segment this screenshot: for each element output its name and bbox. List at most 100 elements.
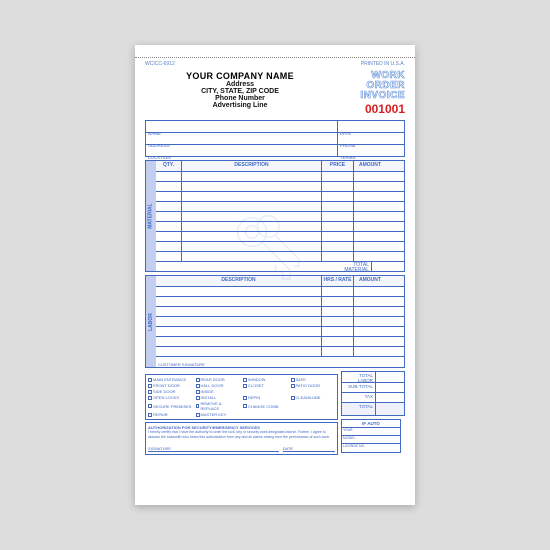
table-cell[interactable] bbox=[182, 232, 322, 241]
total-value[interactable] bbox=[376, 393, 404, 402]
table-cell[interactable] bbox=[354, 242, 386, 251]
material-rows: QTY.DESCRIPTIONPRICEAMOUNTTOTAL MATERIAL bbox=[156, 161, 404, 271]
checkbox[interactable] bbox=[196, 413, 200, 417]
checkbox[interactable] bbox=[243, 404, 247, 408]
table-cell[interactable] bbox=[156, 287, 322, 296]
table-cell[interactable] bbox=[156, 297, 322, 306]
table-cell[interactable] bbox=[182, 192, 322, 201]
table-cell[interactable] bbox=[322, 172, 354, 181]
table-cell[interactable] bbox=[354, 172, 386, 181]
checkbox[interactable] bbox=[148, 384, 152, 388]
table-cell[interactable] bbox=[156, 307, 322, 316]
checkbox[interactable] bbox=[148, 396, 152, 400]
checkbox[interactable] bbox=[291, 384, 295, 388]
table-cell[interactable] bbox=[322, 192, 354, 201]
table-cell[interactable] bbox=[156, 337, 322, 346]
table-cell[interactable] bbox=[322, 202, 354, 211]
table-cell[interactable] bbox=[322, 182, 354, 191]
checkbox[interactable] bbox=[148, 390, 152, 394]
table-cell[interactable] bbox=[354, 202, 386, 211]
checkbox[interactable] bbox=[196, 378, 200, 382]
table-cell[interactable] bbox=[322, 347, 354, 356]
checkbox[interactable] bbox=[148, 378, 152, 382]
table-cell[interactable] bbox=[182, 182, 322, 191]
table-cell[interactable] bbox=[156, 232, 182, 241]
checkbox[interactable] bbox=[243, 378, 247, 382]
checkbox[interactable] bbox=[196, 396, 200, 400]
table-cell[interactable] bbox=[354, 327, 386, 336]
checkbox[interactable] bbox=[196, 384, 200, 388]
if-auto-block: IF AUTO YEARMODELLICENSE NO. bbox=[341, 419, 401, 453]
field-location[interactable]: LOCATION bbox=[148, 155, 171, 160]
authorization-block: AUTHORIZATION FOR SECURITY/EMERGENCY SER… bbox=[145, 422, 338, 455]
table-cell[interactable] bbox=[354, 252, 386, 261]
table-cell[interactable] bbox=[156, 212, 182, 221]
table-cell[interactable] bbox=[156, 327, 322, 336]
table-cell[interactable] bbox=[156, 202, 182, 211]
table-cell[interactable] bbox=[322, 317, 354, 326]
table-cell[interactable] bbox=[322, 297, 354, 306]
total-value[interactable] bbox=[376, 383, 404, 392]
checkbox[interactable] bbox=[148, 413, 152, 417]
checkbox-label: REPIN bbox=[248, 395, 260, 400]
checkbox-label: REAR DOOR bbox=[201, 377, 225, 382]
table-cell[interactable] bbox=[354, 222, 386, 231]
table-cell[interactable] bbox=[182, 242, 322, 251]
table-cell[interactable] bbox=[182, 202, 322, 211]
table-cell[interactable] bbox=[156, 182, 182, 191]
table-cell[interactable] bbox=[354, 317, 386, 326]
table-cell[interactable] bbox=[156, 317, 322, 326]
checkbox-label: HALL DOOR bbox=[201, 383, 224, 388]
table-cell[interactable] bbox=[322, 287, 354, 296]
total-label: SUB-TOTAL bbox=[342, 383, 376, 392]
company-address: Address bbox=[145, 81, 335, 88]
table-cell[interactable] bbox=[354, 337, 386, 346]
checkbox[interactable] bbox=[243, 396, 247, 400]
checkbox[interactable] bbox=[291, 378, 295, 382]
table-cell[interactable] bbox=[156, 242, 182, 251]
table-cell[interactable] bbox=[354, 232, 386, 241]
checkbox[interactable] bbox=[148, 404, 152, 408]
table-cell[interactable] bbox=[322, 252, 354, 261]
table-cell[interactable] bbox=[156, 222, 182, 231]
invoice-form: WCICC-6912 PRINTED IN U.S.A. YOUR COMPAN… bbox=[135, 45, 415, 505]
table-cell[interactable] bbox=[182, 252, 322, 261]
ifauto-field[interactable]: LICENSE NO. bbox=[342, 444, 400, 452]
table-cell[interactable] bbox=[354, 347, 386, 356]
table-cell[interactable] bbox=[354, 192, 386, 201]
table-cell[interactable] bbox=[156, 172, 182, 181]
table-cell[interactable] bbox=[322, 307, 354, 316]
total-label: TOTAL bbox=[342, 403, 376, 415]
table-cell[interactable] bbox=[182, 172, 322, 181]
table-cell[interactable] bbox=[322, 337, 354, 346]
checkbox[interactable] bbox=[291, 396, 295, 400]
total-value[interactable] bbox=[376, 372, 404, 382]
table-cell[interactable] bbox=[354, 182, 386, 191]
auth-signature[interactable]: SIGNATURE bbox=[148, 442, 279, 452]
checkbox[interactable] bbox=[196, 404, 200, 408]
table-cell[interactable] bbox=[322, 232, 354, 241]
field-terms[interactable]: TERMS bbox=[340, 155, 356, 160]
table-cell[interactable] bbox=[354, 307, 386, 316]
table-cell[interactable] bbox=[156, 347, 322, 356]
table-cell[interactable] bbox=[156, 252, 182, 261]
checkbox[interactable] bbox=[243, 384, 247, 388]
table-cell[interactable] bbox=[322, 222, 354, 231]
work-order-title: WORK ORDER bbox=[335, 71, 405, 91]
table-cell[interactable] bbox=[354, 212, 386, 221]
checkbox-label: CLOSET bbox=[248, 383, 264, 388]
checkbox-label: INSIDE bbox=[201, 389, 214, 394]
table-cell[interactable] bbox=[354, 287, 386, 296]
ifauto-field[interactable]: YEAR bbox=[342, 428, 400, 436]
table-cell[interactable] bbox=[322, 212, 354, 221]
table-cell[interactable] bbox=[182, 222, 322, 231]
table-cell[interactable] bbox=[156, 192, 182, 201]
table-cell[interactable] bbox=[322, 242, 354, 251]
auth-date[interactable]: DATE bbox=[283, 442, 335, 452]
table-cell[interactable] bbox=[354, 297, 386, 306]
table-cell[interactable] bbox=[322, 327, 354, 336]
table-cell[interactable] bbox=[182, 212, 322, 221]
total-value[interactable] bbox=[376, 403, 404, 415]
checkbox[interactable] bbox=[196, 390, 200, 394]
ifauto-field[interactable]: MODEL bbox=[342, 436, 400, 444]
